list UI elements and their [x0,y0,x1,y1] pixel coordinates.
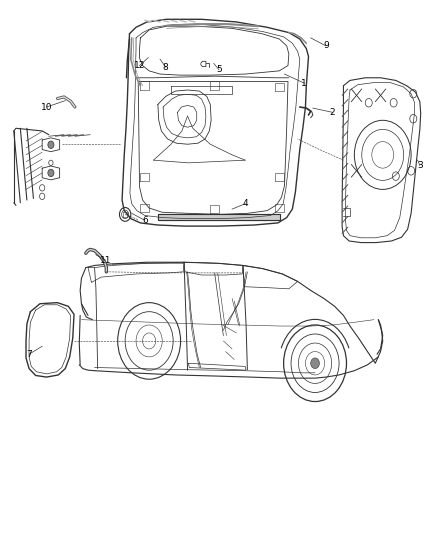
Text: 1: 1 [301,78,307,87]
Text: 11: 11 [100,256,111,264]
Circle shape [311,358,319,368]
Circle shape [48,141,54,149]
Text: 2: 2 [330,108,336,117]
Text: 4: 4 [242,199,248,208]
Text: 7: 7 [26,350,32,359]
Text: 8: 8 [163,63,169,71]
Polygon shape [158,214,280,220]
Text: 10: 10 [41,102,52,111]
Text: 3: 3 [417,161,423,170]
Text: 9: 9 [323,42,329,51]
Circle shape [48,169,54,176]
Text: 5: 5 [216,66,222,74]
Text: 12: 12 [134,61,145,70]
Text: 6: 6 [142,216,148,225]
